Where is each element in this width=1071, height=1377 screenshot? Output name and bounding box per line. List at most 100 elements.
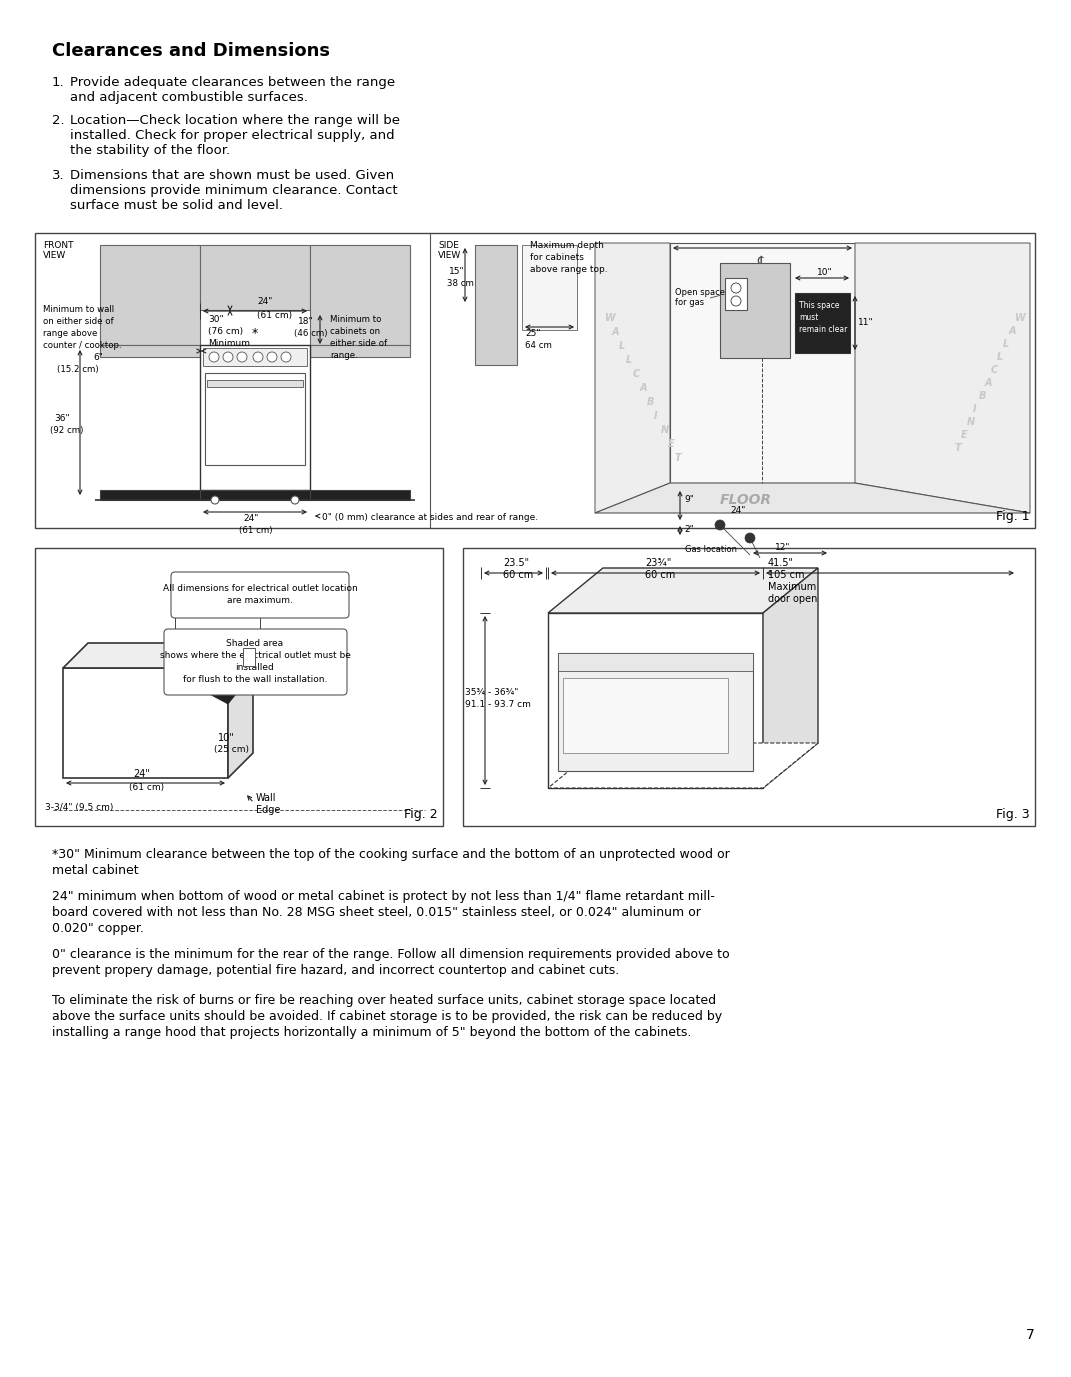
Text: Provide adequate clearances between the range: Provide adequate clearances between the … [70,76,395,90]
Bar [100,490,200,500]
Circle shape [745,533,755,543]
Bar [548,613,763,788]
Text: 60 cm: 60 cm [645,570,675,580]
Text: (61 cm): (61 cm) [257,311,292,319]
Text: (25 cm): (25 cm) [214,745,248,755]
Text: surface must be solid and level.: surface must be solid and level. [70,200,283,212]
Text: 6": 6" [93,353,103,362]
Bar [207,380,303,387]
Text: L: L [997,353,1004,362]
Text: To eliminate the risk of burns or fire be reaching over heated surface units, ca: To eliminate the risk of burns or fire b… [52,994,716,1007]
Text: Wall: Wall [256,793,276,803]
Text: installing a range hood that projects horizontally a minimum of 5" beyond the bo: installing a range hood that projects ho… [52,1026,692,1040]
Bar [463,548,1035,826]
Bar [310,490,410,500]
Text: 10": 10" [817,269,832,277]
Text: 12": 12" [775,543,790,552]
Text: Fig. 1: Fig. 1 [996,509,1030,523]
Text: (92 cm): (92 cm) [50,425,84,435]
Text: 23.5": 23.5" [503,558,529,567]
Text: Minimum to wall: Minimum to wall [43,304,115,314]
Bar [100,346,200,357]
Text: board covered with not less than No. 28 MSG sheet steel, 0.015" stainless steel,: board covered with not less than No. 28 … [52,906,700,918]
Text: Open space: Open space [675,288,725,297]
Text: 35¾ - 36¾": 35¾ - 36¾" [465,688,518,697]
Text: prevent propery damage, potential fire hazard, and incorrect countertop and cabi: prevent propery damage, potential fire h… [52,964,619,978]
Text: Maximum depth: Maximum depth [530,241,604,251]
Circle shape [253,353,263,362]
Text: 105 cm: 105 cm [768,570,804,580]
FancyBboxPatch shape [164,629,347,695]
Text: W: W [605,313,616,324]
Text: 36": 36" [54,414,70,423]
Text: L: L [627,355,632,365]
Text: Minimum to: Minimum to [330,315,381,324]
Polygon shape [228,643,253,778]
Bar [558,653,753,671]
Text: 15": 15" [449,267,465,275]
Text: 38 cm: 38 cm [447,280,473,288]
Bar [720,263,790,358]
Text: 24": 24" [133,768,150,779]
Circle shape [267,353,277,362]
Text: (46 cm): (46 cm) [295,329,328,337]
Text: 24": 24" [730,505,745,515]
Circle shape [715,521,725,530]
Text: *: * [252,326,258,340]
Text: door open: door open [768,593,817,605]
Text: L: L [619,341,625,351]
Text: C: C [991,365,998,375]
Text: L: L [1004,339,1009,348]
Bar [35,233,1035,527]
FancyBboxPatch shape [171,571,349,618]
Text: All dimensions for electrical outlet location: All dimensions for electrical outlet loc… [163,584,358,593]
Text: above range top.: above range top. [530,264,607,274]
Text: Shaded area: Shaded area [226,639,284,649]
Text: Dimensions that are shown must be used. Given: Dimensions that are shown must be used. … [70,169,394,182]
Text: 25": 25" [525,329,541,337]
Text: T: T [955,443,962,453]
Text: 11": 11" [858,318,874,326]
Text: 18": 18" [298,317,314,326]
Text: Location—Check location where the range will be: Location—Check location where the range … [70,114,399,127]
Text: cabinets on: cabinets on [330,326,380,336]
Text: Minimum: Minimum [208,339,250,348]
Bar [795,293,850,353]
Text: counter / cooktop.: counter / cooktop. [43,341,122,350]
Text: E: E [668,439,675,449]
Text: B: B [647,397,654,408]
Text: Clearances and Dimensions: Clearances and Dimensions [52,43,330,61]
Text: 0" clearance is the minimum for the rear of the range. Follow all dimension requ: 0" clearance is the minimum for the rear… [52,947,729,961]
Text: for cabinets: for cabinets [530,253,584,262]
Text: the stability of the floor.: the stability of the floor. [70,145,230,157]
Bar [200,490,310,500]
Text: E: E [961,430,967,441]
Text: VIEW: VIEW [43,251,66,260]
Bar [310,346,410,357]
Bar [100,245,200,346]
Text: remain clear: remain clear [799,325,847,335]
Text: 7: 7 [1026,1327,1035,1343]
Text: SIDE: SIDE [438,241,458,251]
Text: 3-3/4" (9.5 cm): 3-3/4" (9.5 cm) [45,803,114,812]
Text: 1.: 1. [52,76,64,90]
Bar [203,348,307,366]
Text: 41.5": 41.5" [768,558,794,567]
Text: 30": 30" [208,315,224,324]
Polygon shape [548,567,818,613]
Text: for gas: for gas [675,297,704,307]
Bar [35,548,443,826]
Text: 2": 2" [684,525,694,534]
Text: Fig. 3: Fig. 3 [996,808,1030,821]
Text: installed. Check for proper electrical supply, and: installed. Check for proper electrical s… [70,129,394,142]
Circle shape [291,496,299,504]
Text: 24" minimum when bottom of wood or metal cabinet is protect by not less than 1/4: 24" minimum when bottom of wood or metal… [52,890,714,903]
Polygon shape [63,643,253,668]
Circle shape [223,353,233,362]
Circle shape [731,296,741,306]
Circle shape [209,353,218,362]
Text: dimensions provide minimum clearance. Contact: dimensions provide minimum clearance. Co… [70,185,397,197]
Bar [522,245,577,330]
Text: ℄: ℄ [757,255,766,269]
Polygon shape [763,567,818,788]
